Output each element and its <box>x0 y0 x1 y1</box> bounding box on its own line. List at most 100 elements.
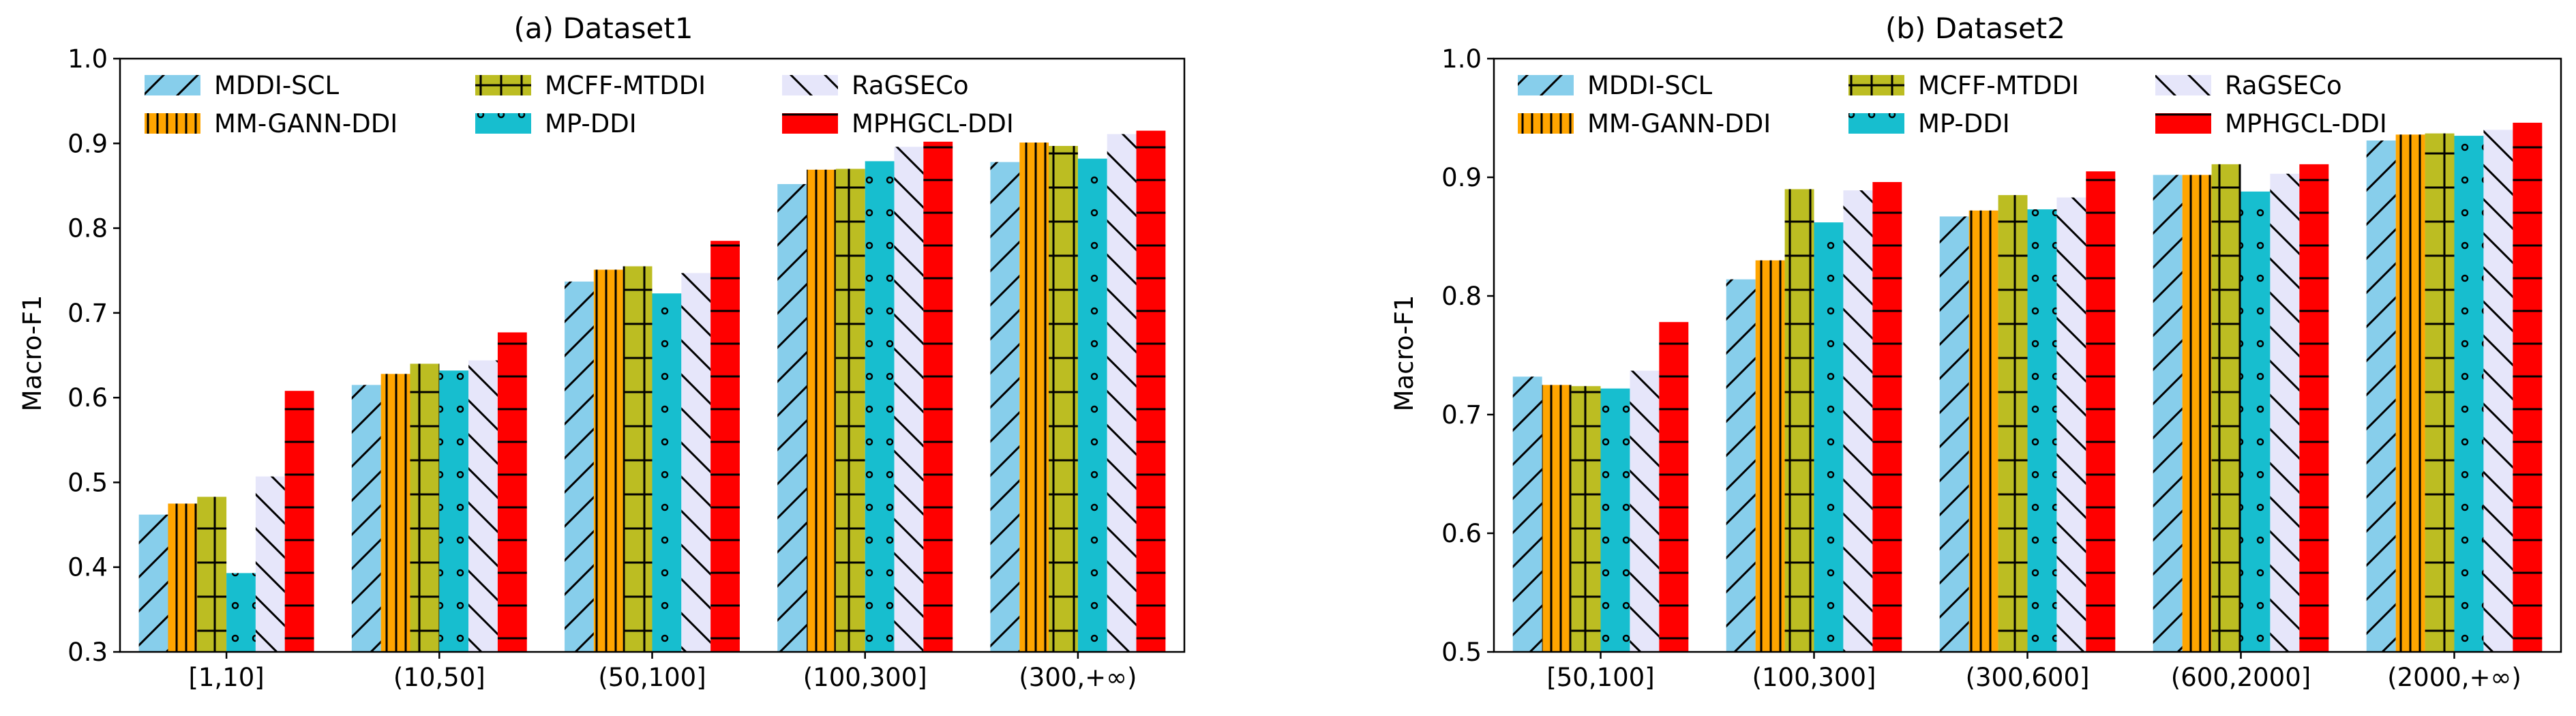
x-tick-label: (300,600] <box>1966 663 2090 692</box>
legend-swatch-hatch-mcff-mtddi <box>475 75 531 95</box>
legend-label-mddi-scl: MDDI-SCL <box>1587 71 1712 100</box>
bar-hatch-mddi-scl-4 <box>777 183 807 652</box>
bar-hatch-ragseco-1 <box>1630 370 1660 652</box>
bar-hatch-mddi-scl-5 <box>2366 140 2396 652</box>
bar-hatch-mm-gann-ddi-5 <box>2395 134 2425 653</box>
bar-hatch-mddi-scl-3 <box>1939 216 1969 652</box>
legend: MDDI-SCL MM-GANN-DDI MCFF-MTDDI MP-DDI RaGSE… <box>145 71 1014 138</box>
y-tick-label: 0.9 <box>1441 163 1482 192</box>
y-tick-label: 0.8 <box>68 214 108 243</box>
bar-hatch-mm-gann-ddi-4 <box>807 169 836 653</box>
legend-swatch-hatch-mddi-scl <box>145 75 200 95</box>
bar-hatch-mcff-mtddi-2 <box>1784 189 1814 652</box>
bar-hatch-mm-gann-ddi-3 <box>1968 210 1998 653</box>
legend-swatch-hatch-mddi-scl <box>1518 75 1574 95</box>
bar-hatch-mphgcl-ddi-2 <box>1872 181 1902 653</box>
bar-hatch-mphgcl-ddi-1 <box>284 391 314 652</box>
bar-hatch-ragseco-4 <box>2270 173 2300 652</box>
y-tick-label: 0.5 <box>1441 638 1482 667</box>
legend-swatch-hatch-mphgcl-ddi <box>782 113 838 134</box>
bar-hatch-mcff-mtddi-2 <box>410 363 440 652</box>
y-tick-label: 0.3 <box>68 638 108 667</box>
bar-hatch-mddi-scl-3 <box>565 281 594 652</box>
legend: MDDI-SCL MM-GANN-DDI MCFF-MTDDI MP-DDI RaGSE… <box>1518 71 2387 138</box>
bar-hatch-mcff-mtddi-5 <box>1049 146 1078 652</box>
bar-hatch-mm-gann-ddi-2 <box>1755 260 1785 652</box>
bar-hatch-mcff-mtddi-1 <box>197 496 227 652</box>
y-tick-label: 0.9 <box>68 129 108 158</box>
legend-swatch-hatch-ragseco <box>2155 75 2211 95</box>
bar-hatch-mm-gann-ddi-4 <box>2182 175 2212 652</box>
y-tick-label: 1.0 <box>68 44 108 74</box>
bar-hatch-ragseco-2 <box>1843 190 1873 652</box>
x-tick-label: (600,2000] <box>2171 663 2311 692</box>
bar-hatch-mphgcl-ddi-5 <box>2513 122 2543 652</box>
legend-label-ragseco: RaGSECo <box>2225 71 2342 100</box>
bar-hatch-mphgcl-ddi-3 <box>2086 171 2116 653</box>
y-tick-label: 0.4 <box>68 553 108 582</box>
bar-hatch-mphgcl-ddi-1 <box>1659 322 1689 652</box>
chart-panel-dataset1: (a) Dataset1 Macro-F1 [1,10] (10,50] (50,1… <box>18 12 1186 692</box>
bar-hatch-mcff-mtddi-4 <box>835 168 865 653</box>
axis-ticks: [50,100] (100,300] (300,600] (600,2000] (200… <box>1441 44 2521 692</box>
bar-hatch-ragseco-5 <box>2483 130 2513 652</box>
bar-hatch-mcff-mtddi-3 <box>1998 195 2028 653</box>
bar-hatch-mp-ddi-2 <box>1814 222 1844 652</box>
bar-hatch-mm-gann-ddi-3 <box>593 269 623 652</box>
bar-hatch-mm-gann-ddi-1 <box>168 503 198 652</box>
y-tick-label: 0.8 <box>1441 282 1482 311</box>
legend-label-mphgcl-ddi: MPHGCL-DDI <box>2225 109 2387 138</box>
legend-label-mm-gann-ddi: MM-GANN-DDI <box>1587 109 1771 138</box>
bar-hatch-mp-ddi-1 <box>1600 388 1630 652</box>
bar-hatch-mphgcl-ddi-2 <box>497 332 527 652</box>
bar-hatch-mcff-mtddi-3 <box>623 266 653 652</box>
y-tick-label: 0.6 <box>1441 519 1482 548</box>
x-tick-label: (10,50] <box>393 663 485 692</box>
bar-hatch-mm-gann-ddi-5 <box>1019 143 1049 653</box>
bar-hatch-mphgcl-ddi-5 <box>1136 130 1166 653</box>
bar-hatch-mp-ddi-3 <box>2027 209 2057 653</box>
y-axis-label: Macro-F1 <box>1390 295 1419 412</box>
bar-hatch-ragseco-5 <box>1107 134 1137 653</box>
bar-hatch-ragseco-1 <box>255 476 285 652</box>
legend-label-ragseco: RaGSECo <box>852 71 969 100</box>
legend-swatch-hatch-ragseco <box>782 75 838 95</box>
axis-ticks: [1,10] (10,50] (50,100] (100,300] (300,+∞) 0.… <box>68 44 1137 692</box>
bar-hatch-ragseco-3 <box>2056 197 2086 653</box>
legend-label-mcff-mtddi: MCFF-MTDDI <box>545 71 706 100</box>
legend-label-mphgcl-ddi: MPHGCL-DDI <box>852 109 1014 138</box>
bar-group <box>1512 122 2543 653</box>
bar-hatch-mp-ddi-4 <box>2241 191 2271 652</box>
bar-hatch-mp-ddi-1 <box>226 573 256 652</box>
bar-hatch-mphgcl-ddi-3 <box>710 241 740 652</box>
bar-hatch-mddi-scl-5 <box>990 162 1020 653</box>
legend-swatch-hatch-mcff-mtddi <box>1848 75 1904 95</box>
bar-hatch-mddi-scl-4 <box>2153 175 2183 652</box>
bar-hatch-ragseco-2 <box>468 360 498 652</box>
legend-label-mcff-mtddi: MCFF-MTDDI <box>1918 71 2079 100</box>
bar-hatch-mp-ddi-5 <box>1077 158 1107 652</box>
bar-hatch-mcff-mtddi-5 <box>2425 133 2455 652</box>
x-tick-label: (100,300] <box>1752 663 1876 692</box>
y-axis-label: Macro-F1 <box>18 295 47 412</box>
bar-hatch-mddi-scl-1 <box>1512 376 1542 652</box>
bar-hatch-mp-ddi-4 <box>865 161 895 652</box>
bar-hatch-ragseco-4 <box>894 147 924 652</box>
bar-hatch-mddi-scl-2 <box>351 385 381 652</box>
legend-label-mddi-scl: MDDI-SCL <box>214 71 339 100</box>
y-tick-label: 0.5 <box>68 468 108 497</box>
bar-hatch-mcff-mtddi-1 <box>1571 386 1601 652</box>
x-tick-label: (300,+∞) <box>1019 663 1137 692</box>
legend-label-mp-ddi: MP-DDI <box>545 109 637 138</box>
bar-hatch-mp-ddi-3 <box>652 293 682 652</box>
bar-hatch-mm-gann-ddi-2 <box>380 374 410 652</box>
x-tick-label: (2000,+∞) <box>2387 663 2521 692</box>
plot-frame <box>119 57 1186 653</box>
y-tick-label: 0.7 <box>68 299 108 328</box>
chart-title: (a) Dataset1 <box>513 12 693 45</box>
x-tick-label: [1,10] <box>188 663 264 692</box>
chart-panel-dataset2: (b) Dataset2 Macro-F1 [50,100] (100,300] (… <box>1390 12 2562 692</box>
y-tick-label: 1.0 <box>1441 44 1482 74</box>
bar-hatch-ragseco-3 <box>681 273 711 652</box>
bar-hatch-mcff-mtddi-4 <box>2211 164 2241 653</box>
